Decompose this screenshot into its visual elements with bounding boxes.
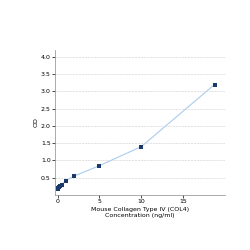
Point — [72, 174, 76, 178]
Point — [212, 82, 216, 86]
Point — [56, 186, 60, 190]
Point — [60, 183, 64, 187]
Y-axis label: OD: OD — [33, 118, 38, 128]
X-axis label: Mouse Collagen Type IV (COL4)
Concentration (ng/ml): Mouse Collagen Type IV (COL4) Concentrat… — [91, 207, 189, 218]
Point — [64, 178, 68, 182]
Point — [56, 187, 60, 191]
Point — [139, 145, 143, 149]
Point — [58, 184, 62, 188]
Point — [98, 164, 102, 168]
Point — [56, 186, 60, 190]
